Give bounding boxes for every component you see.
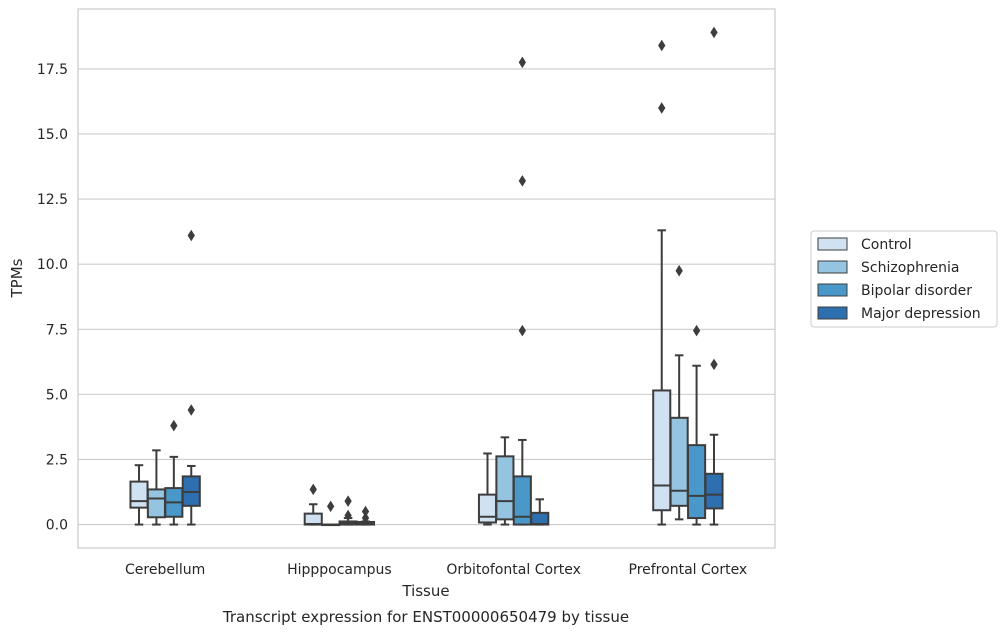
box-3-2 (687, 324, 707, 526)
iqr-box (495, 455, 515, 521)
outlier-point (518, 56, 526, 69)
box-0-1 (146, 449, 166, 526)
outlier-point (170, 419, 178, 432)
outlier-point (344, 509, 352, 522)
iqr-box (129, 480, 149, 509)
outlier-point (327, 500, 335, 513)
box-2-0 (477, 452, 498, 526)
x-tick-label: Hipppocampus (287, 562, 392, 578)
legend-label: Control (861, 237, 912, 253)
iqr-box (652, 389, 672, 512)
box-1-2 (338, 495, 358, 526)
legend: Control Schizophrenia Bipolar disorder Majo… (810, 230, 998, 328)
y-axis-ticks: 0.0 2.5 5.0 7.5 10.0 12.5 15.0 17.5 (37, 62, 68, 534)
box-1-1 (321, 500, 341, 527)
outlier-point (710, 358, 718, 371)
legend-swatch (817, 306, 848, 320)
iqr-box (669, 416, 689, 507)
y-tick-label: 7.5 (46, 322, 68, 338)
legend-label: Bipolar disorder (861, 283, 972, 299)
legend-swatch (817, 283, 848, 297)
box-1-0 (303, 483, 323, 526)
legend-frame (810, 230, 998, 328)
outlier-point (361, 512, 370, 524)
box-0-2 (164, 419, 184, 526)
outlier-point (187, 404, 195, 416)
y-axis-label: TPMs (8, 258, 26, 298)
iqr-box (303, 512, 323, 526)
y-tick-label: 17.5 (37, 62, 68, 78)
box-0-3 (181, 229, 201, 526)
x-tick-label: Cerebellum (125, 562, 205, 578)
iqr-box (146, 488, 166, 519)
box-2-3 (530, 498, 550, 526)
box-plot-area (129, 26, 724, 527)
outlier-point (658, 102, 666, 114)
outlier-point (344, 495, 352, 507)
box-3-3 (704, 26, 724, 526)
outlier-point (675, 264, 683, 277)
x-axis-label: Tissue (401, 582, 449, 600)
x-tick-label: Orbitofontal Cortex (446, 562, 581, 578)
box-0-0 (129, 464, 149, 526)
outlier-point (518, 324, 526, 337)
outlier-point (309, 483, 317, 496)
box-3-0 (652, 39, 672, 526)
outlier-point (518, 175, 526, 187)
plot-frame (77, 8, 776, 549)
y-tick-label: 12.5 (37, 192, 68, 208)
outlier-point (658, 39, 666, 52)
legend-label: Major depression (861, 306, 981, 322)
box-1-3 (355, 505, 376, 526)
y-tick-label: 5.0 (46, 387, 68, 403)
iqr-box (530, 511, 550, 526)
iqr-box (687, 444, 707, 520)
chart-title: Transcript expression for ENST0000065047… (222, 608, 629, 626)
grid-lines (78, 68, 775, 526)
box-3-1 (669, 264, 689, 521)
x-axis-ticks: Cerebellum Hipppocampus Orbitofontal Corte… (125, 562, 747, 578)
y-tick-label: 15.0 (37, 127, 68, 143)
box-2-1 (495, 436, 515, 526)
outlier-point (361, 505, 370, 518)
legend-label: Schizophrenia (861, 260, 959, 276)
box-2-2 (512, 56, 532, 526)
legend-swatch (817, 237, 848, 251)
x-tick-label: Prefrontal Cortex (629, 562, 748, 578)
legend-swatch (817, 260, 848, 274)
y-tick-label: 0.0 (46, 518, 68, 534)
outlier-point (710, 26, 718, 39)
iqr-box (704, 472, 724, 510)
y-tick-label: 10.0 (37, 257, 68, 273)
iqr-box (477, 493, 498, 524)
iqr-box (512, 475, 532, 526)
outlier-point (692, 324, 701, 337)
outlier-point (187, 229, 195, 242)
y-tick-label: 2.5 (46, 452, 68, 468)
